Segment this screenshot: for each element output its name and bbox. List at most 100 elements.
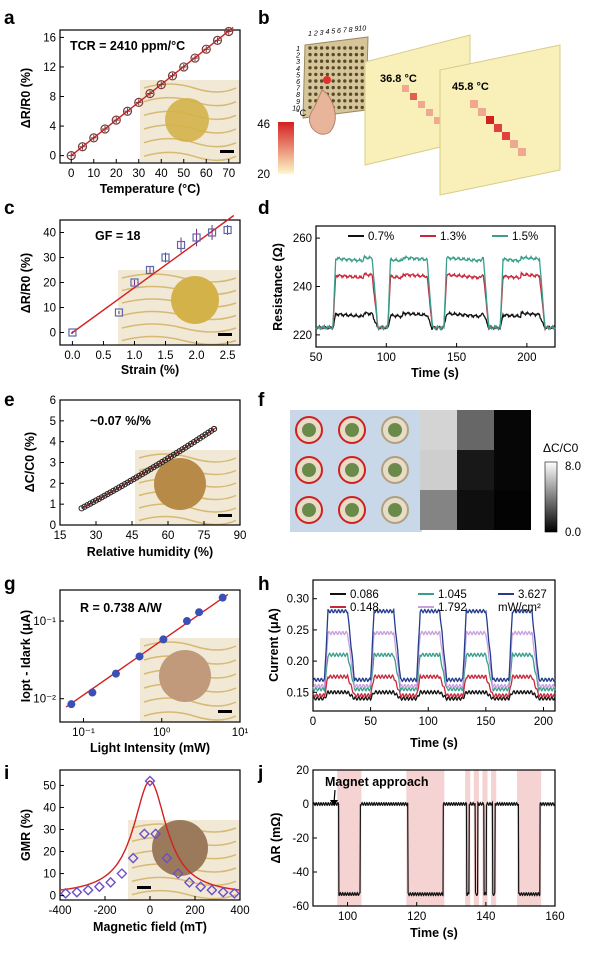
array-node (314, 79, 318, 83)
scale-bar (220, 150, 234, 153)
colorbar-max: 8.0 (565, 461, 581, 473)
y-tick-label: 0 (50, 891, 56, 903)
sensor-photo-trace (143, 151, 237, 162)
x-tick-label: 200 (185, 905, 204, 917)
array-node (331, 85, 335, 90)
x-tick-label: 10⁻¹ (72, 727, 95, 739)
sensor-electrode (171, 276, 219, 324)
series-line (312, 651, 556, 693)
x-tick-label: 50 (364, 716, 377, 728)
array-node (343, 72, 347, 77)
magnet-band (406, 770, 445, 906)
sensor-photo-trace (143, 137, 237, 148)
temp-label: 36.8 °C (380, 73, 417, 85)
x-tick-label: -200 (93, 905, 116, 917)
array-node (319, 46, 324, 50)
heat-cell (478, 108, 486, 116)
heatmap-card-2 (439, 44, 561, 196)
y-axis-label: Resistance (Ω) (271, 243, 285, 331)
array-node (331, 92, 335, 96)
data-point (150, 828, 162, 840)
responsivity-annotation: R = 0.738 A/W (80, 601, 162, 615)
y-tick-label: 4 (50, 121, 57, 133)
array-node (354, 79, 359, 83)
array-node (319, 72, 324, 77)
series-line (312, 689, 556, 702)
data-point (145, 88, 155, 99)
array-node (325, 46, 330, 50)
y-tick-label: 0 (303, 799, 309, 811)
colorbar-title: ΔC/C0 (543, 441, 579, 455)
array-node (348, 46, 353, 50)
sensor-photo-trace (138, 515, 237, 526)
sensor-photo-trace (138, 453, 237, 463)
x-tick-label: 100 (419, 716, 438, 728)
panel-label: d (258, 198, 270, 219)
heat-cell (418, 101, 425, 108)
y-tick-label: 3 (50, 458, 56, 470)
data-point (206, 884, 218, 896)
array-node (337, 99, 341, 103)
heatmap-cell (457, 410, 494, 450)
array-node (325, 52, 330, 57)
grid-col-label: 5 (331, 29, 335, 36)
y-axis-label: Current (μA) (267, 608, 281, 682)
array-node (343, 52, 347, 57)
series-line (315, 310, 556, 331)
grid-row-label: 8 (296, 92, 300, 99)
y-axis-label: ΔR/R0 (%) (19, 253, 33, 313)
fit-curve (59, 780, 241, 891)
data-point (156, 80, 166, 90)
grid-col-label: 9 (354, 26, 358, 33)
legend-label: 1.3% (440, 231, 466, 243)
magnet-band (482, 770, 488, 906)
series-line (312, 630, 556, 690)
array-node (348, 85, 353, 90)
heat-cell (510, 140, 518, 148)
grid-col-label: 3 (320, 30, 324, 37)
array-node (331, 66, 335, 70)
series-line (312, 607, 556, 683)
x-tick-label: 15 (54, 530, 67, 542)
data-point (167, 71, 178, 81)
data-point-cross (180, 63, 187, 70)
x-tick-label: 140 (476, 911, 495, 923)
hot-spot (323, 76, 331, 84)
array-node (354, 105, 359, 110)
y-tick-label: 0 (50, 520, 56, 532)
heat-cell (426, 109, 433, 116)
colorbar (278, 122, 294, 174)
array-node (319, 79, 324, 83)
data-point (192, 233, 201, 242)
array-node (354, 72, 359, 77)
data-point (122, 106, 133, 116)
array-node (343, 46, 347, 50)
sensor-photo-trace (143, 697, 237, 707)
panel-label: f (258, 390, 265, 411)
scale-bar (137, 886, 151, 889)
series-line (312, 673, 556, 699)
panel-f: ΔC/C0 8.0 0.0 (290, 410, 581, 539)
x-tick-label: 0.0 (64, 350, 80, 362)
sensor-core (345, 463, 359, 477)
x-axis-label: Time (s) (410, 926, 458, 940)
array-node (360, 92, 364, 96)
data-point (210, 425, 218, 433)
sensor-photo-trace (121, 273, 237, 283)
array-node (308, 52, 312, 57)
heatmap-cell (420, 450, 457, 490)
sensor-photo-trace (138, 503, 237, 513)
array-node (325, 59, 330, 63)
y-tick-label: 20 (43, 847, 56, 859)
data-point-cross (113, 117, 120, 124)
x-tick-label: 30 (132, 168, 145, 180)
array-node (308, 92, 312, 96)
x-axis-label: Temperature (°C) (100, 182, 201, 196)
x-tick-label: 150 (447, 352, 466, 364)
magnet-band (516, 770, 542, 906)
sensor-core (388, 423, 402, 437)
data-point (182, 617, 191, 626)
data-point-cross (102, 126, 108, 133)
x-tick-label: 200 (534, 716, 553, 728)
sensor-photo-trace (143, 711, 237, 721)
